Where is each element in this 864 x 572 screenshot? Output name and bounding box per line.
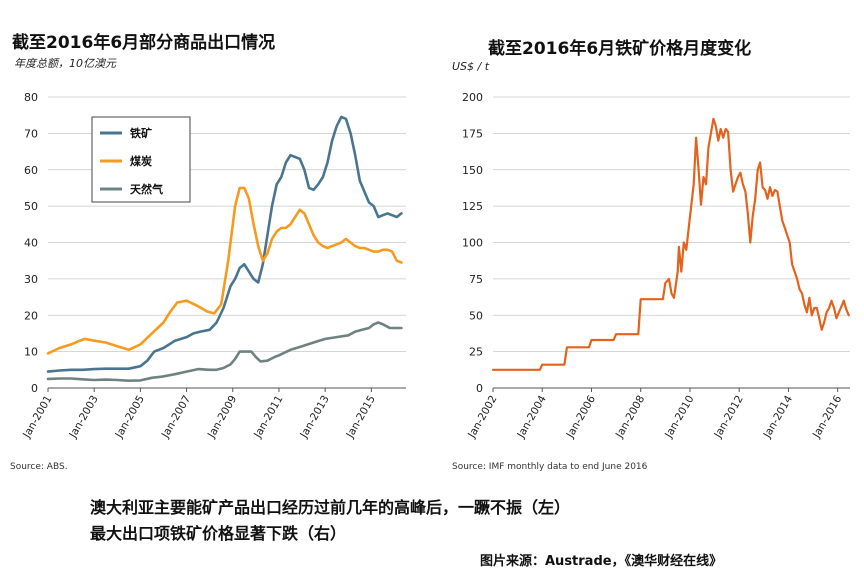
right-chart-ylabel: US$ / t [452, 60, 490, 73]
left-y-tick-label: 50 [24, 200, 38, 213]
left-legend-label: 煤炭 [130, 154, 152, 168]
left-chart-subtitle: 年度总额，10亿澳元 [14, 57, 116, 70]
left-x-tick-label: Jan-2015 [344, 394, 378, 441]
left-x-tick-label: Jan-2007 [159, 394, 193, 441]
left-x-tick-label: Jan-2003 [67, 394, 101, 441]
left-series-line-1 [46, 186, 403, 355]
left-chart-source: Source: ABS. [10, 462, 68, 472]
left-y-tick-label: 30 [24, 273, 38, 286]
left-chart-y-tick-labels: 0 10 20 30 40 50 60 70 80 [24, 91, 38, 395]
image-credit: 图片来源：Austrade，《澳华财经在线》 [480, 554, 723, 569]
left-legend-label: 天然气 [130, 182, 163, 196]
left-y-tick-label: 80 [24, 91, 38, 104]
left-chart-x-tick-labels: Jan-2001 Jan-2003 Jan-2005 Jan-2007 Jan-2009… [20, 394, 378, 441]
right-chart-title: 截至2016年6月铁矿价格月度变化 [488, 39, 752, 59]
left-chart-title: 截至2016年6月部分商品出口情况 [12, 33, 276, 53]
left-series-line-2 [46, 321, 403, 382]
left-y-tick-label: 60 [24, 164, 38, 177]
left-y-tick-label: 10 [24, 346, 38, 359]
left-x-tick-label: Jan-2005 [113, 394, 147, 441]
left-y-tick-label: 20 [24, 309, 38, 322]
caption-line-1: 澳大利亚主要能矿产品出口经历过前几年的高峰后，一蹶不振（左） [90, 498, 571, 517]
left-x-tick-label: Jan-2009 [205, 394, 239, 441]
left-chart-series [46, 115, 403, 382]
left-legend-label: 铁矿 [130, 126, 152, 140]
left-x-tick-label: Jan-2001 [20, 394, 54, 441]
left-x-tick-label: Jan-2011 [251, 394, 285, 441]
right-chart-source: Source: IMF monthly data to end June 201… [452, 462, 648, 472]
left-y-tick-label: 70 [24, 127, 38, 140]
left-y-tick-label: 40 [24, 237, 38, 250]
caption-line-2: 最大出口项铁矿价格显著下跌（右） [90, 524, 347, 543]
left-series-line-0 [46, 115, 403, 373]
left-y-tick-label: 0 [31, 382, 38, 395]
left-x-tick-label: Jan-2013 [298, 394, 332, 441]
